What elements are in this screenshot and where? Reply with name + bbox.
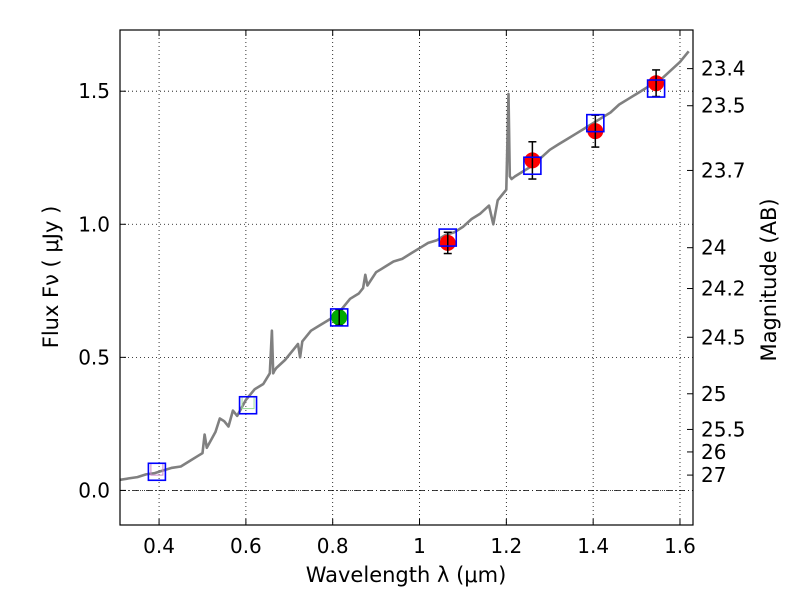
mag-tick-label: 24 [701,236,726,260]
mag-tick-label: 26 [701,440,726,464]
x-tick-label: 1.4 [577,534,609,558]
y-tick-label: 0.0 [78,478,110,502]
model-square-marker [438,228,458,247]
x-tick-label: 0.8 [317,534,349,558]
mag-tick-label: 24.2 [701,277,746,301]
model-square-marker [523,156,542,176]
y-tick-label: 0.5 [78,345,110,369]
x-tick-label: 1 [413,534,426,558]
spectrum-line [120,50,690,482]
grid-lines [120,30,693,525]
y-axis-label: Flux Fν ( μJy ) [39,206,63,349]
model-square-marker [646,79,666,98]
mag-tick-label: 24.5 [701,325,746,349]
model-square-marker [329,308,349,327]
x-tick-label: 0.6 [230,534,262,558]
model-square-marker [147,462,167,482]
mag-tick-label: 27 [701,463,726,487]
mag-tick-label: 25.5 [701,417,746,441]
model-square-marker [238,395,258,415]
x-tick-label: 1.6 [664,534,696,558]
mag-tick-label: 23.5 [701,94,746,118]
mag-tick-label: 23.7 [701,158,746,182]
x-axis-label: Wavelength λ (μm) [306,563,507,587]
x-tick-label: 0.4 [143,534,175,558]
y-axis-right-label: Magnitude (AB) [757,198,781,361]
axes: 0.4 0.6 0.8 1 1.2 1.4 1.6 0.0 0.5 1.0 1.5 23.4 23.5 2… [78,30,746,558]
y-tick-label: 1.5 [78,79,110,103]
y-tick-label: 1.0 [78,212,110,236]
model-square-marker [586,113,605,133]
x-tick-label: 1.2 [490,534,522,558]
mag-tick-label: 25 [701,382,726,406]
series-layer [120,50,690,482]
mag-tick-label: 23.4 [701,57,746,81]
plot-frame [119,29,694,526]
